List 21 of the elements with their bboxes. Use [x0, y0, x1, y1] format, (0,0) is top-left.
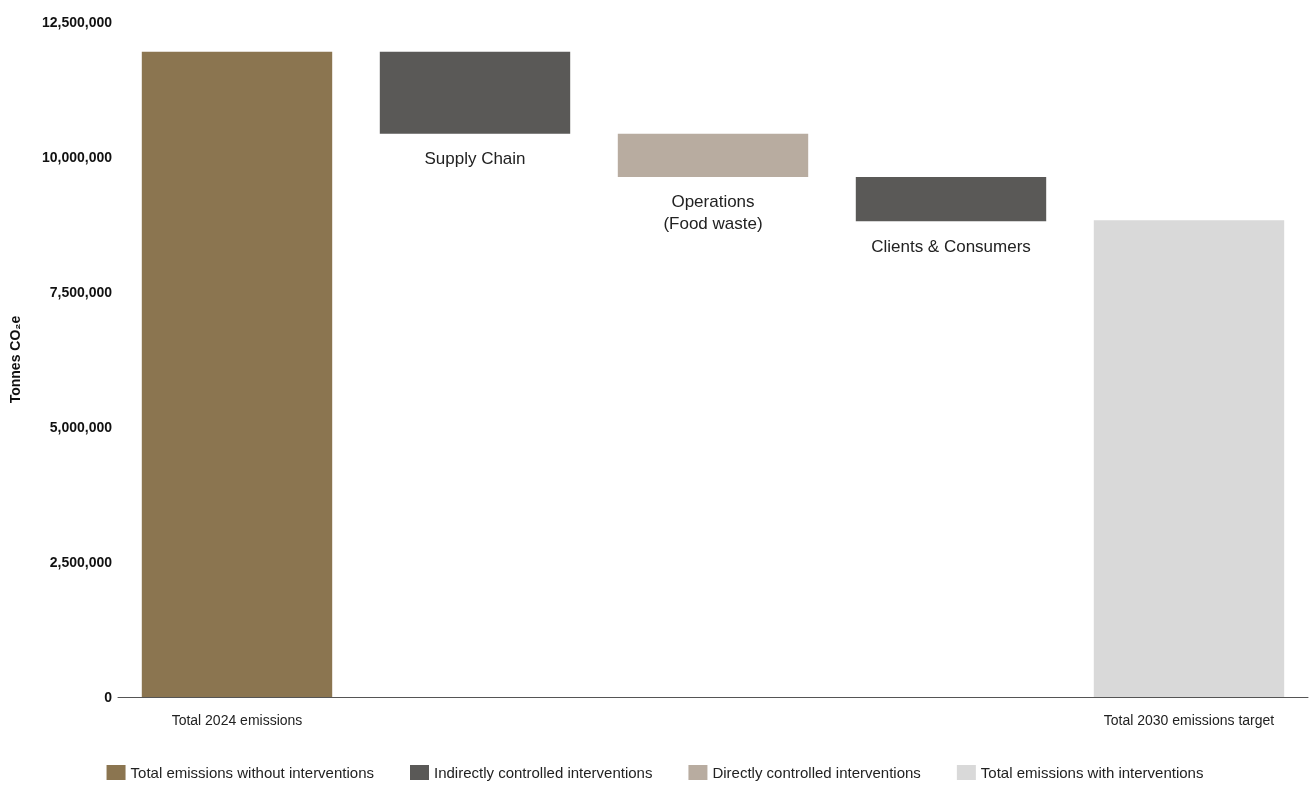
bar — [379, 51, 571, 134]
y-tick-label: 12,500,000 — [41, 14, 113, 30]
y-tick-label: 10,000,000 — [41, 149, 113, 165]
y-tick-label: 5,000,000 — [49, 419, 113, 435]
y-tick-label: 0 — [104, 689, 113, 705]
legend-label: Total emissions without interventions — [130, 764, 374, 781]
legend-label: Total emissions with interventions — [980, 764, 1204, 781]
bar — [617, 133, 809, 177]
y-tick-label: 7,500,000 — [49, 284, 113, 300]
legend-label: Indirectly controlled interventions — [433, 764, 653, 781]
bar — [1093, 220, 1285, 697]
y-tick-label: 2,500,000 — [49, 554, 113, 570]
x-tick-label: Total 2030 emissions target — [1103, 712, 1275, 728]
x-tick-label: Supply Chain — [424, 149, 526, 169]
x-tick-label: Total 2024 emissions — [171, 712, 303, 728]
bar — [855, 176, 1047, 222]
x-tick-label: Clients & Consumers — [871, 236, 1031, 256]
y-axis-title: Tonnes CO₂e — [7, 315, 23, 404]
legend-label: Directly controlled interventions — [712, 764, 921, 781]
bar — [141, 51, 333, 697]
x-tick-label: Operations (Food waste) — [663, 192, 763, 234]
